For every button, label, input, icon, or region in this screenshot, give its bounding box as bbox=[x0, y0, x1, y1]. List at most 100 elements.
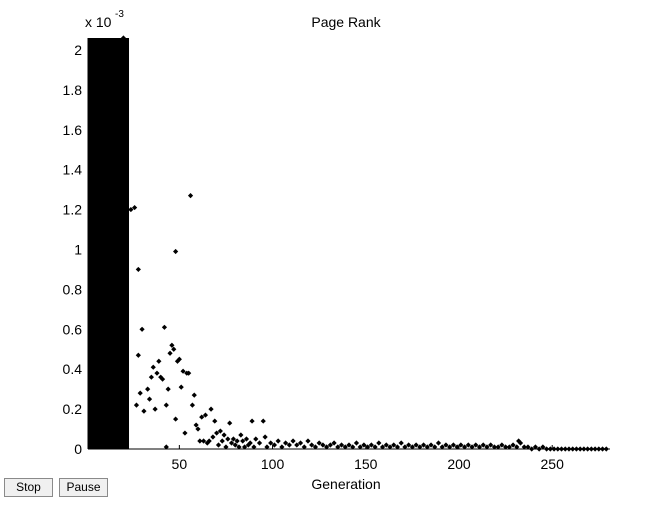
data-point bbox=[394, 444, 401, 450]
pause-button[interactable]: Pause bbox=[59, 478, 108, 497]
data-point bbox=[173, 248, 179, 255]
data-point bbox=[189, 402, 195, 408]
data-point bbox=[417, 444, 423, 450]
data-point bbox=[199, 414, 205, 420]
data-point bbox=[137, 390, 143, 396]
data-point bbox=[383, 442, 389, 448]
data-point bbox=[406, 442, 412, 448]
data-point bbox=[230, 436, 237, 442]
data-point bbox=[204, 440, 210, 446]
data-point bbox=[447, 444, 453, 450]
data-point bbox=[232, 442, 238, 448]
data-point bbox=[195, 426, 201, 432]
y-tick-label: 1.2 bbox=[63, 202, 83, 218]
data-points bbox=[120, 35, 609, 452]
data-point bbox=[156, 358, 162, 364]
dense-band-group bbox=[88, 38, 130, 449]
y-tick-label: 1.6 bbox=[63, 122, 83, 138]
data-point bbox=[570, 446, 576, 452]
data-point bbox=[495, 444, 501, 450]
data-point bbox=[338, 442, 345, 448]
data-point bbox=[197, 438, 203, 444]
data-point bbox=[294, 442, 300, 448]
data-point bbox=[128, 206, 134, 213]
data-point bbox=[133, 402, 140, 408]
chart-title: Page Rank bbox=[311, 14, 381, 30]
data-point bbox=[236, 444, 242, 450]
data-point bbox=[145, 386, 151, 392]
data-point bbox=[234, 438, 240, 444]
data-point bbox=[420, 442, 427, 448]
data-point bbox=[476, 444, 483, 450]
data-point bbox=[141, 408, 147, 414]
data-point bbox=[312, 444, 319, 450]
data-point bbox=[283, 440, 289, 446]
data-point bbox=[180, 368, 186, 374]
data-point bbox=[297, 440, 304, 446]
data-point bbox=[186, 370, 192, 376]
data-point bbox=[402, 444, 408, 450]
data-point bbox=[249, 418, 255, 424]
data-point bbox=[202, 412, 209, 418]
data-point bbox=[473, 442, 479, 448]
data-point bbox=[376, 440, 382, 446]
data-point bbox=[596, 446, 602, 452]
x-axis-label: Generation bbox=[311, 476, 380, 492]
data-point bbox=[191, 392, 197, 398]
data-point bbox=[484, 444, 490, 450]
data-point bbox=[555, 446, 561, 452]
data-point bbox=[547, 446, 553, 452]
data-point bbox=[335, 444, 341, 450]
data-point bbox=[577, 446, 583, 452]
data-point bbox=[585, 446, 591, 452]
data-point bbox=[206, 438, 212, 444]
data-point bbox=[532, 444, 539, 450]
data-point bbox=[387, 444, 393, 450]
data-point bbox=[264, 444, 270, 450]
data-point bbox=[139, 326, 145, 332]
y-tick-label: 1.4 bbox=[63, 162, 83, 178]
data-point bbox=[163, 402, 169, 408]
data-point bbox=[365, 444, 371, 450]
data-point bbox=[171, 346, 177, 352]
data-point bbox=[353, 440, 360, 446]
data-point bbox=[346, 442, 352, 448]
data-point bbox=[391, 442, 397, 448]
data-point bbox=[458, 442, 464, 448]
data-point bbox=[169, 342, 175, 348]
x-tick-label: 50 bbox=[172, 456, 188, 472]
data-point bbox=[253, 436, 259, 442]
data-point bbox=[503, 444, 509, 450]
data-point bbox=[592, 446, 598, 452]
data-point bbox=[435, 440, 442, 446]
data-point bbox=[566, 446, 572, 452]
data-point bbox=[361, 442, 367, 448]
data-point bbox=[290, 438, 296, 444]
data-point bbox=[227, 420, 233, 426]
data-point bbox=[240, 438, 246, 444]
x-tick-label: 250 bbox=[541, 456, 565, 472]
data-point bbox=[221, 432, 227, 438]
data-point bbox=[260, 418, 266, 424]
data-point bbox=[409, 444, 415, 450]
data-point bbox=[499, 442, 505, 448]
y-tick-label: 1 bbox=[74, 241, 82, 257]
data-point bbox=[432, 444, 438, 450]
data-point bbox=[357, 444, 363, 450]
data-point bbox=[428, 442, 434, 448]
stop-button[interactable]: Stop bbox=[4, 478, 53, 497]
data-point bbox=[469, 444, 475, 450]
data-point bbox=[506, 444, 512, 450]
data-point bbox=[368, 442, 374, 448]
data-point bbox=[173, 416, 179, 422]
data-point bbox=[152, 406, 158, 412]
data-point bbox=[309, 442, 315, 448]
data-point bbox=[279, 444, 285, 450]
data-point bbox=[454, 444, 460, 450]
data-point bbox=[176, 356, 182, 362]
data-point bbox=[491, 444, 498, 450]
data-point bbox=[256, 440, 263, 446]
data-point bbox=[238, 432, 244, 438]
data-point bbox=[320, 442, 326, 448]
data-point bbox=[135, 266, 141, 273]
